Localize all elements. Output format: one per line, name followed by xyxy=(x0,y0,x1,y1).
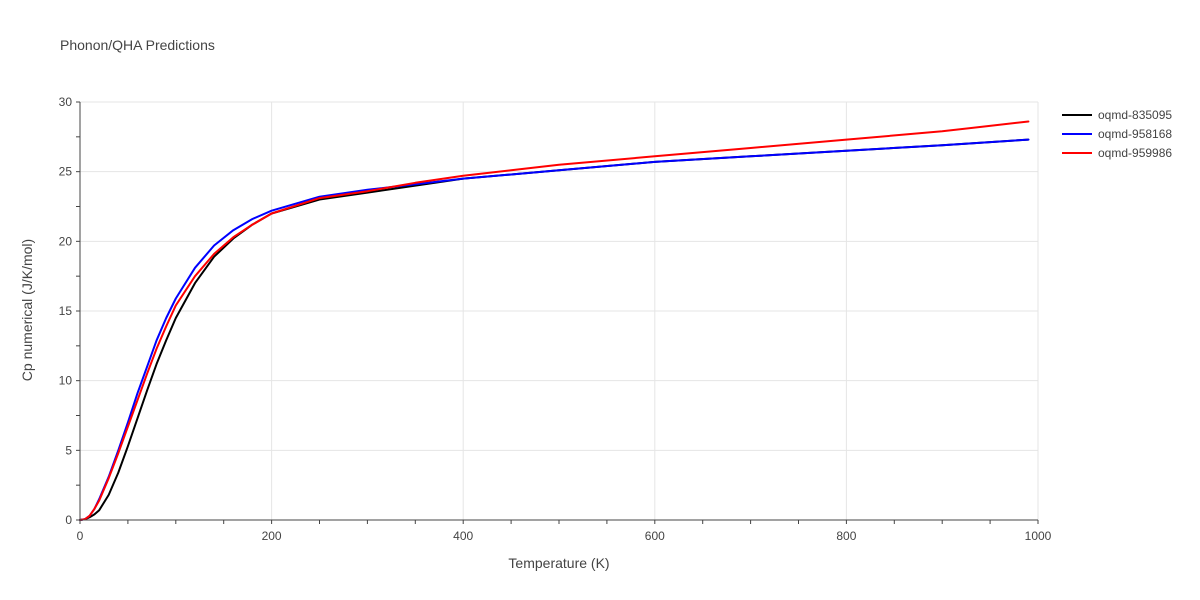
series-line-oqmd-958168[interactable] xyxy=(79,138,1030,521)
x-tick-label: 1000 xyxy=(1025,529,1052,543)
legend-label: oqmd-959986 xyxy=(1098,146,1172,160)
series-line-oqmd-835095[interactable] xyxy=(79,138,1030,521)
series-line-oqmd-959986[interactable] xyxy=(79,120,1030,521)
chart-title: Phonon/QHA Predictions xyxy=(60,37,215,53)
x-tick-label: 400 xyxy=(453,529,473,543)
y-tick-label: 20 xyxy=(59,234,73,248)
y-axis-title: Cp numerical (J/K/mol) xyxy=(19,239,35,381)
legend-label: oqmd-835095 xyxy=(1098,108,1172,122)
y-tick-label: 10 xyxy=(59,374,73,388)
legend-label: oqmd-958168 xyxy=(1098,127,1172,141)
y-tick-label: 0 xyxy=(65,513,72,527)
y-tick-label: 15 xyxy=(59,304,73,318)
legend-item-oqmd-959986[interactable]: oqmd-959986 xyxy=(1062,146,1172,160)
y-tick-label: 25 xyxy=(59,165,73,179)
series-lines[interactable] xyxy=(79,120,1030,521)
legend-item-oqmd-835095[interactable]: oqmd-835095 xyxy=(1062,108,1172,122)
x-tick-label: 600 xyxy=(645,529,665,543)
x-tick-label: 800 xyxy=(836,529,856,543)
y-tick-label: 30 xyxy=(59,95,73,109)
x-axis-title: Temperature (K) xyxy=(508,555,609,571)
legend[interactable]: oqmd-835095 oqmd-958168 oqmd-959986 xyxy=(1062,108,1172,160)
x-tick-label: 200 xyxy=(262,529,282,543)
axes: 0 200 400 600 800 1000 0 5 10 15 20 25 30 xyxy=(59,95,1052,543)
x-tick-label: 0 xyxy=(77,529,84,543)
y-tick-label: 5 xyxy=(65,443,72,457)
legend-item-oqmd-958168[interactable]: oqmd-958168 xyxy=(1062,127,1172,141)
